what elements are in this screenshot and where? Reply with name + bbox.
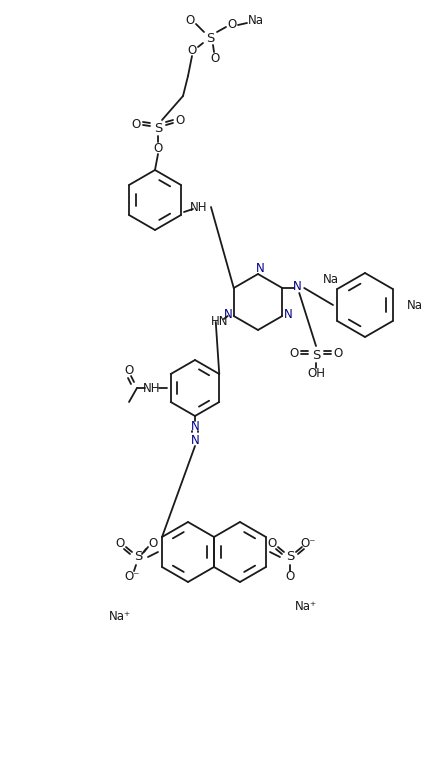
- Text: S: S: [153, 122, 162, 135]
- Text: Na⁺: Na⁺: [294, 601, 316, 614]
- Text: OH: OH: [306, 367, 324, 380]
- Text: O: O: [124, 363, 133, 377]
- Text: O: O: [187, 43, 196, 56]
- Text: O: O: [115, 537, 124, 550]
- Text: Na: Na: [247, 14, 263, 26]
- Text: S: S: [311, 349, 319, 361]
- Text: N: N: [190, 434, 199, 447]
- Text: O⁻: O⁻: [300, 537, 315, 550]
- Text: S: S: [285, 551, 293, 564]
- Text: O: O: [131, 118, 140, 130]
- Text: O: O: [210, 52, 219, 65]
- Text: HN: HN: [211, 314, 228, 327]
- Text: O: O: [153, 142, 162, 155]
- Text: S: S: [205, 32, 214, 45]
- Text: O: O: [289, 346, 298, 360]
- Text: O: O: [175, 113, 184, 126]
- Text: N: N: [190, 420, 199, 433]
- Text: O: O: [285, 571, 294, 584]
- Text: O: O: [332, 346, 342, 360]
- Text: Na: Na: [406, 299, 422, 312]
- Text: N: N: [292, 280, 301, 293]
- Text: NH: NH: [143, 381, 160, 394]
- Text: O: O: [267, 537, 276, 550]
- Text: S: S: [134, 551, 142, 564]
- Text: O: O: [227, 18, 236, 31]
- Text: N: N: [223, 307, 232, 320]
- Text: Na: Na: [322, 273, 339, 286]
- Text: N: N: [283, 307, 292, 320]
- Text: O⁻: O⁻: [124, 571, 139, 584]
- Text: Na⁺: Na⁺: [109, 611, 131, 624]
- Text: O: O: [185, 14, 194, 26]
- Text: N: N: [255, 262, 264, 274]
- Text: O: O: [148, 537, 157, 550]
- Text: NH: NH: [190, 200, 207, 213]
